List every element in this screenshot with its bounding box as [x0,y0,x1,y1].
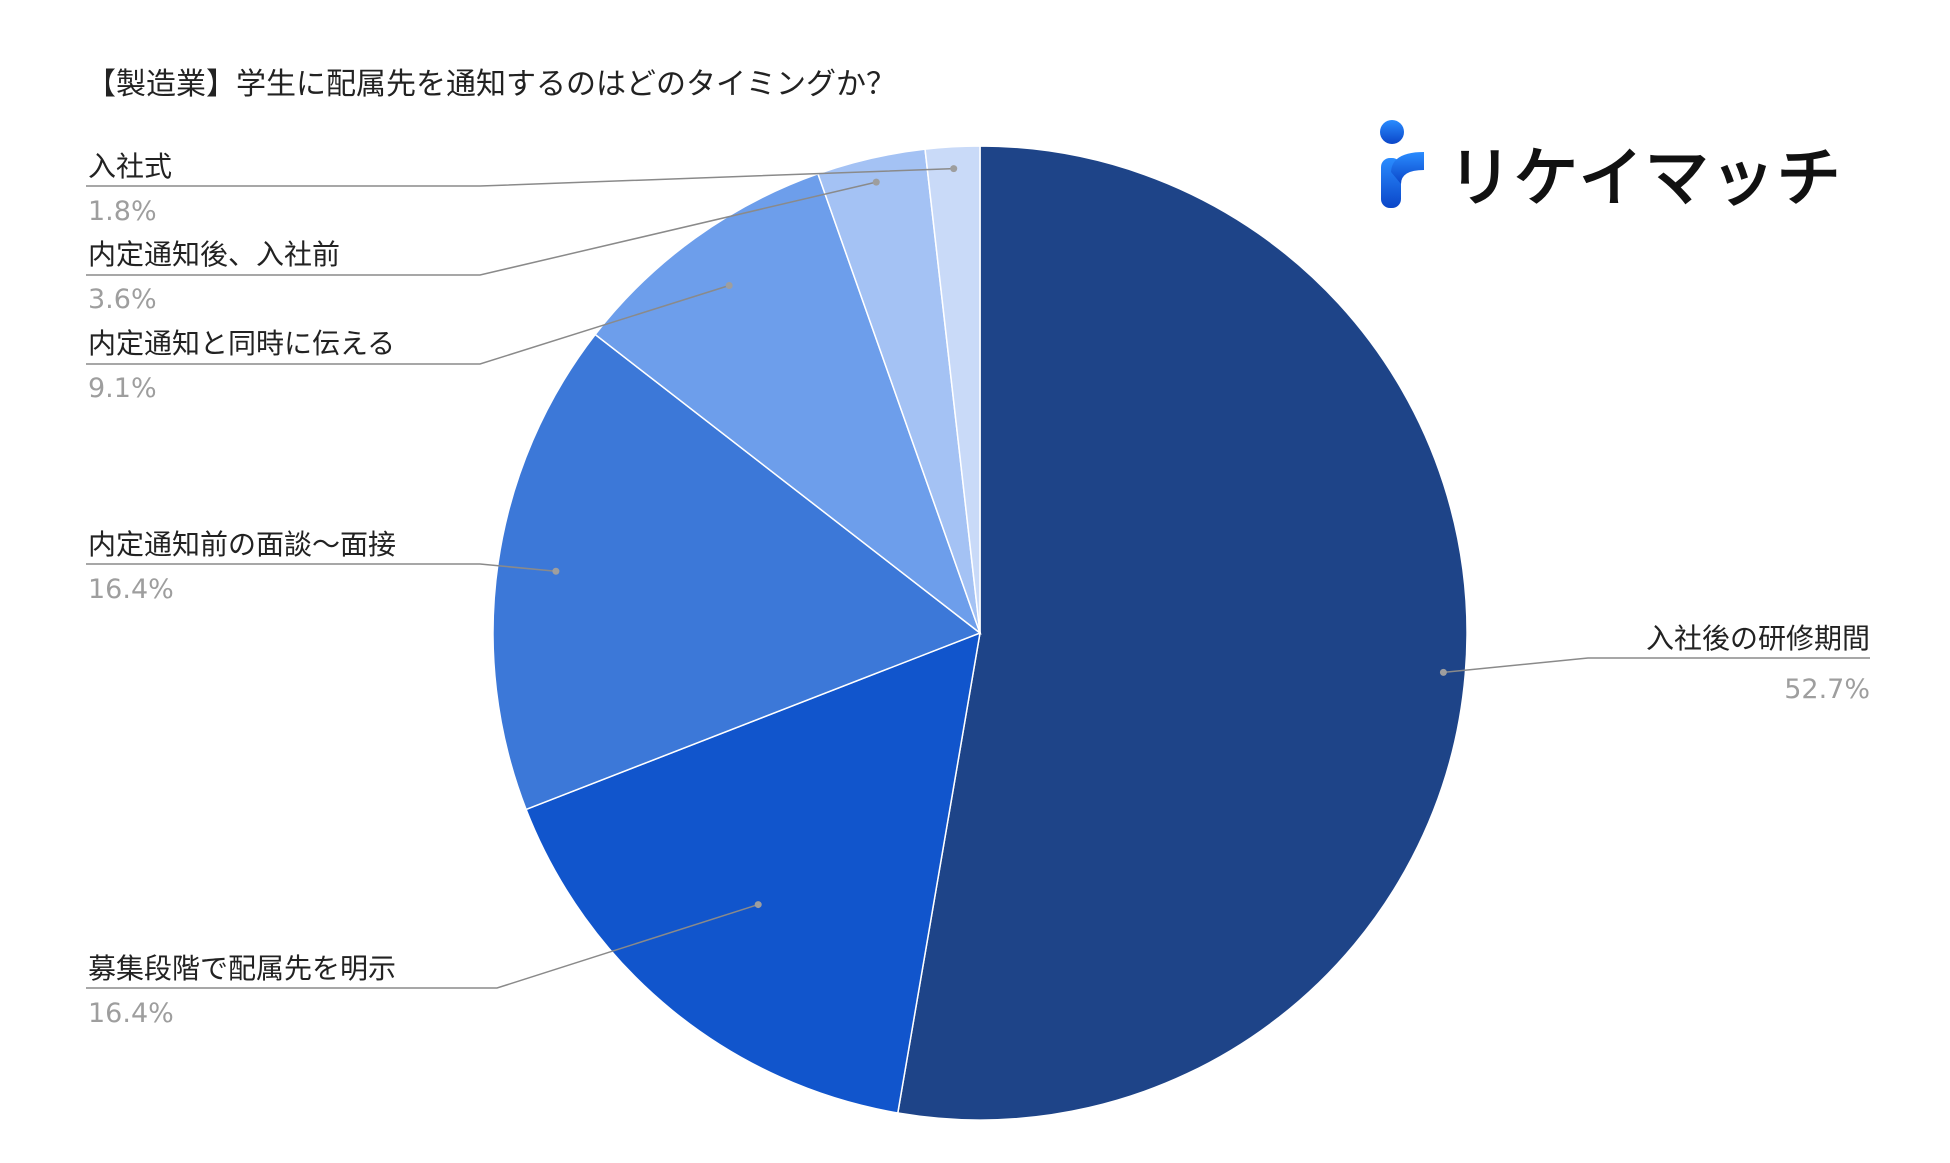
leader-dot-4 [725,281,733,289]
slice-label-6: 入社式 [88,150,172,183]
slice-label-4: 内定通知と同時に伝える [88,327,395,360]
leader-dot-5 [872,178,880,186]
pie-slice-1 [896,145,1468,1121]
pie-slice-3 [492,333,982,811]
leader-lines [86,165,1870,989]
pie-slice-4 [594,172,982,636]
slice-label-2: 募集段階で配属先を明示 [88,952,396,985]
pie-slice-2 [525,631,981,1114]
slice-value-label-6: 1.8% [88,196,157,227]
pie-slices [492,145,1468,1121]
leader-line-5 [86,181,877,276]
slice-value-label-3: 16.4% [88,574,174,605]
slice-labels: 入社後の研修期間 52.7% 募集段階で配属先を明示 16.4% 内定通知前の面談〜面接… [88,150,1870,1029]
leader-line-2 [86,903,759,989]
leader-line-3 [86,563,556,573]
leader-line-6 [86,167,954,187]
slice-value-label-1: 52.7% [1784,674,1870,705]
brand-logo: リケイマッチ [1380,120,1843,216]
slice-value-label-2: 16.4% [88,998,174,1029]
logo-text: リケイマッチ [1448,142,1843,216]
slice-label-1: 入社後の研修期間 [1646,622,1870,655]
pie-slice-6 [924,145,981,634]
slice-label-3: 内定通知前の面談〜面接 [88,528,396,561]
slice-value-label-4: 9.1% [88,373,157,404]
leader-dot-6 [950,165,958,173]
chart-title: 【製造業】学生に配属先を通知するのはどのタイミングか？ [86,67,896,102]
leader-dot-1 [1439,668,1447,676]
leader-line-1 [1443,657,1870,674]
leader-dot-2 [754,901,762,909]
slice-label-5: 内定通知後、入社前 [88,238,340,271]
leader-line-4 [86,284,730,365]
r-letter-logo-icon [1380,120,1424,208]
leader-dot-3 [552,567,560,575]
slice-value-label-5: 3.6% [88,284,157,315]
